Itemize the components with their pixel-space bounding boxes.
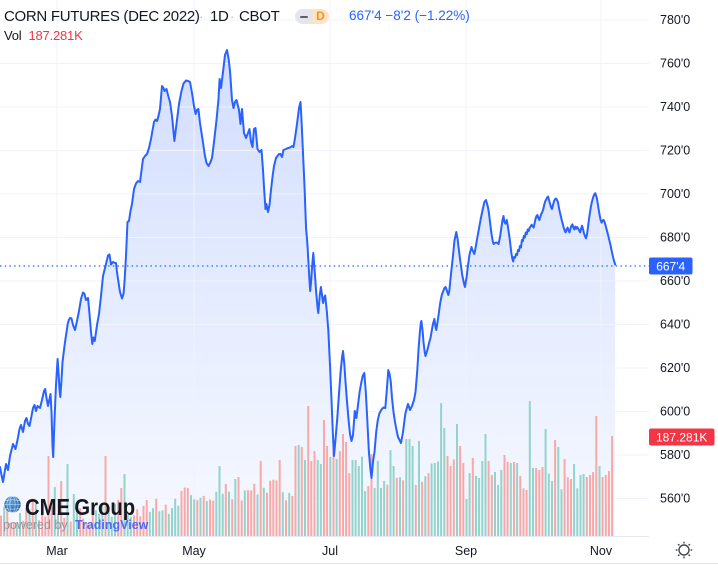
svg-text:640'0: 640'0 <box>660 318 690 332</box>
svg-text:660'0: 660'0 <box>660 274 690 288</box>
svg-text:Sep: Sep <box>455 544 477 558</box>
svg-text:720'0: 720'0 <box>660 144 690 158</box>
svg-text:May: May <box>182 544 206 558</box>
svg-text:580'0: 580'0 <box>660 448 690 462</box>
svg-text:667'4: 667'4 <box>656 260 685 274</box>
svg-text:Nov: Nov <box>590 544 613 558</box>
svg-text:187.281K: 187.281K <box>656 431 707 445</box>
svg-text:560'0: 560'0 <box>660 492 690 506</box>
svg-text:680'0: 680'0 <box>660 231 690 245</box>
svg-text:780'0: 780'0 <box>660 13 690 27</box>
svg-text:760'0: 760'0 <box>660 57 690 71</box>
svg-text:600'0: 600'0 <box>660 405 690 419</box>
svg-text:620'0: 620'0 <box>660 361 690 375</box>
svg-text:Mar: Mar <box>46 544 68 558</box>
svg-text:Jul: Jul <box>322 544 338 558</box>
svg-text:740'0: 740'0 <box>660 100 690 114</box>
svg-text:700'0: 700'0 <box>660 187 690 201</box>
